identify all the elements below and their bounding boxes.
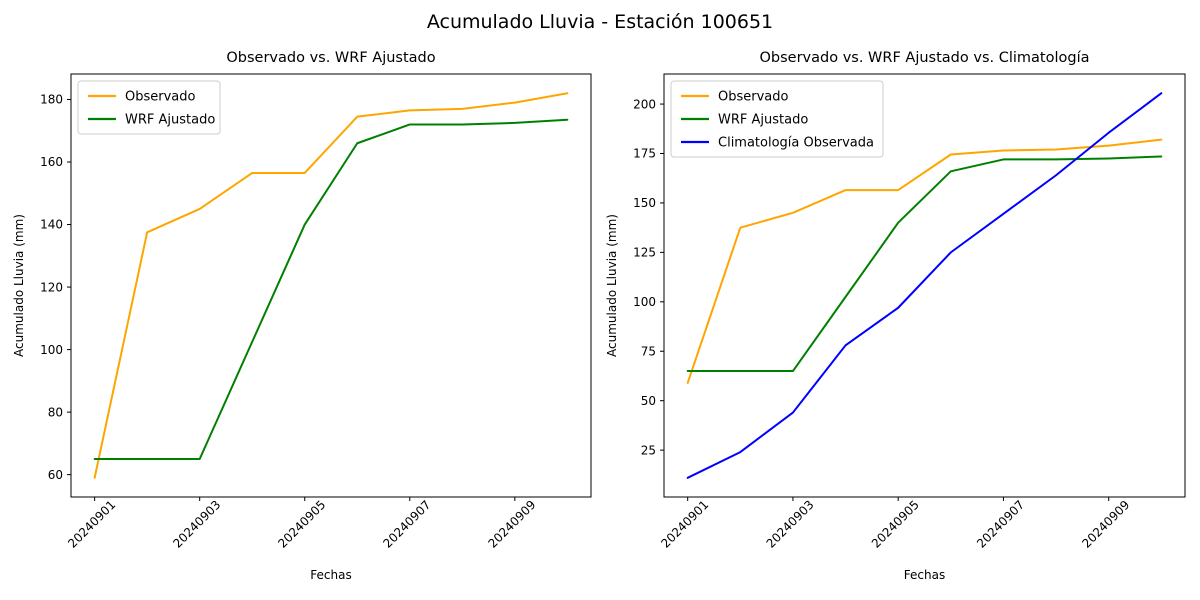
y-tick-label: 125 (633, 246, 656, 260)
legend-box (670, 80, 884, 158)
legend-label: WRF Ajustado (718, 113, 808, 128)
x-tick-label: 20240907 (974, 498, 1027, 551)
series-line-wrf-ajustado (686, 155, 1163, 373)
legend: Observado WRF Ajustado (77, 80, 221, 135)
y-tick-label: 50 (641, 394, 656, 408)
y-tick-label: 200 (633, 97, 656, 111)
x-tick-label: 20240907 (380, 498, 433, 551)
series-line-wrf-ajustado (93, 118, 569, 461)
x-axis-label: Fechas (310, 568, 351, 582)
x-tick-label: 20240903 (170, 498, 223, 551)
y-tick-label: 60 (48, 468, 63, 482)
x-tick-label: 20240901 (658, 498, 711, 551)
y-tick-label: 120 (40, 280, 63, 294)
x-tick-label: 20240905 (275, 498, 328, 551)
x-tick-label: 20240905 (869, 498, 922, 551)
y-tick-label: 180 (40, 93, 63, 107)
axes-spines (70, 73, 592, 498)
legend-label: Observado (125, 90, 196, 105)
series-line-climatolog-a-observada (686, 92, 1163, 479)
x-axis-label: Fechas (904, 568, 945, 582)
figure-title: Acumulado Lluvia - Estación 100651 (426, 11, 774, 33)
right-chart-observado-wrf-climatologia: 25 50 75 100 125 150 175 200 20240901 20240903 202… (605, 50, 1186, 582)
y-tick-label: 80 (48, 405, 63, 419)
x-tick-label: 20240901 (65, 498, 118, 551)
y-tick-label: 175 (633, 147, 656, 161)
y-tick-label: 25 (641, 443, 656, 457)
x-tick-label: 20240903 (764, 498, 817, 551)
y-axis-label: Acumulado Lluvia (mm) (12, 214, 26, 357)
y-tick-label: 100 (40, 343, 63, 357)
chart-title: Observado vs. WRF Ajustado vs. Climatolo… (760, 50, 1090, 66)
legend-label: Observado (718, 90, 789, 105)
y-tick-label: 100 (633, 295, 656, 309)
legend-box (77, 80, 221, 135)
y-tick-label: 160 (40, 155, 63, 169)
y-axis-label: Acumulado Lluvia (mm) (605, 214, 619, 357)
legend-label: WRF Ajustado (125, 113, 215, 128)
left-chart-observado-vs-wrf: 60 80 100 120 140 160 180 20240901 20240903 20240… (12, 50, 592, 582)
x-tick-label: 20240909 (1079, 498, 1132, 551)
y-tick-label: 75 (641, 344, 656, 358)
x-tick-label: 20240909 (485, 498, 538, 551)
series-line-observado (93, 92, 569, 479)
y-tick-label: 140 (40, 218, 63, 232)
series-line-observado (686, 138, 1163, 384)
legend: Observado WRF Ajustado Climatología Observ… (670, 80, 884, 158)
chart-title: Observado vs. WRF Ajustado (226, 50, 435, 66)
legend-label: Climatología Observada (718, 136, 874, 151)
y-tick-label: 150 (633, 196, 656, 210)
